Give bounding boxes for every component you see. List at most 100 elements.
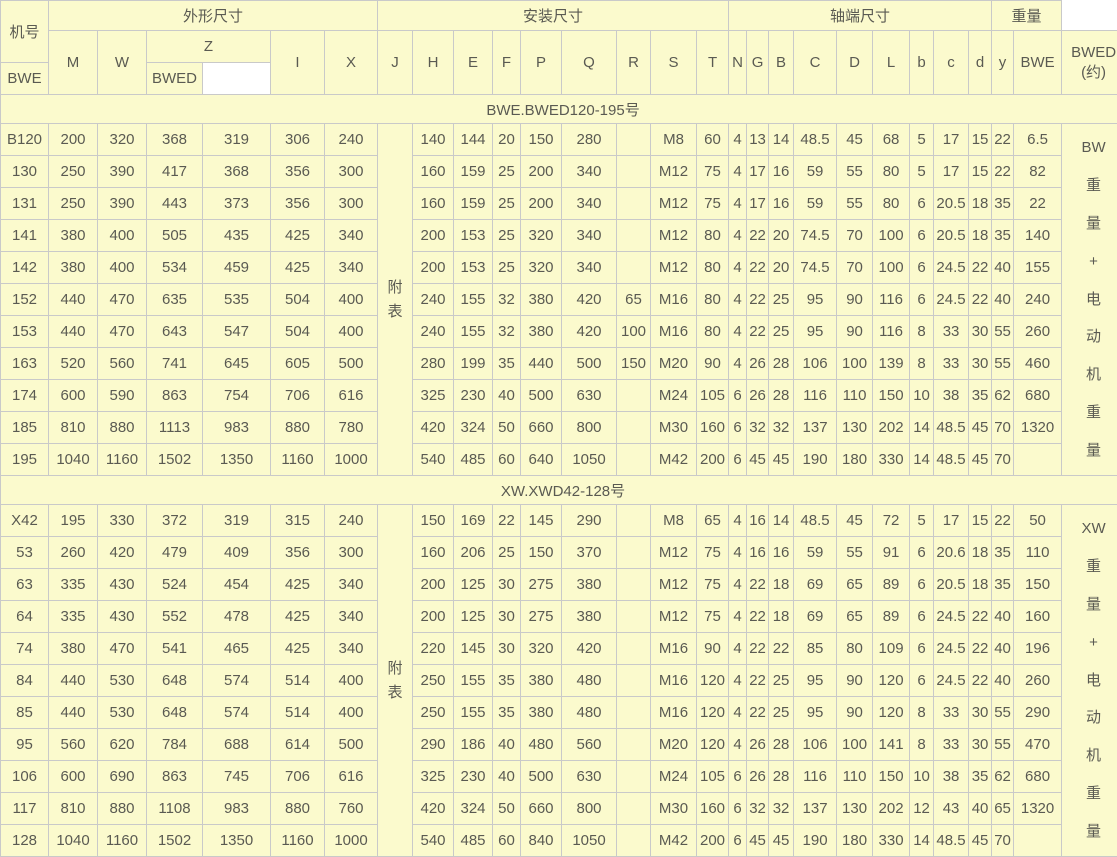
cell-S: M8 bbox=[651, 124, 697, 156]
cell-C: 137 bbox=[794, 412, 837, 444]
cell-S: M8 bbox=[651, 505, 697, 537]
cell-C: 137 bbox=[794, 793, 837, 825]
cell-P: 150 bbox=[521, 537, 562, 569]
cell-Z_BWED: 478 bbox=[203, 601, 271, 633]
cell-F: 35 bbox=[493, 665, 521, 697]
weight-note-char: 机 bbox=[1063, 356, 1117, 394]
cell-S: M16 bbox=[651, 316, 697, 348]
cell-I: 356 bbox=[271, 188, 325, 220]
cell-T: 65 bbox=[697, 505, 729, 537]
cell-C: 59 bbox=[794, 188, 837, 220]
cell-W: 390 bbox=[98, 156, 147, 188]
cell-F: 35 bbox=[493, 348, 521, 380]
cell-Q: 420 bbox=[562, 316, 617, 348]
cell-P: 200 bbox=[521, 156, 562, 188]
group-header-3: 轴端尺寸 bbox=[729, 1, 992, 31]
cell-F: 25 bbox=[493, 188, 521, 220]
cell-D: 55 bbox=[837, 537, 873, 569]
cell-Q: 380 bbox=[562, 601, 617, 633]
cell-G: 17 bbox=[747, 156, 769, 188]
cell-Z_BWED: 574 bbox=[203, 697, 271, 729]
cell-F: 25 bbox=[493, 220, 521, 252]
section-title: BWE.BWED120-195号 bbox=[1, 95, 1117, 124]
cell-R bbox=[617, 412, 651, 444]
cell-Z_BWE: 552 bbox=[147, 601, 203, 633]
cell-S: M42 bbox=[651, 825, 697, 857]
cell-W: 530 bbox=[98, 697, 147, 729]
cell-b: 10 bbox=[910, 761, 934, 793]
cell-X: 1000 bbox=[325, 825, 378, 857]
cell-X: 300 bbox=[325, 188, 378, 220]
cell-d: 18 bbox=[969, 188, 992, 220]
cell-B: 32 bbox=[769, 793, 794, 825]
cell-W: 400 bbox=[98, 220, 147, 252]
cell-c: 20.5 bbox=[934, 569, 969, 601]
cell-E: 159 bbox=[454, 188, 493, 220]
cell-P: 640 bbox=[521, 444, 562, 476]
cell-N: 4 bbox=[729, 188, 747, 220]
cell-L: 150 bbox=[873, 380, 910, 412]
cell-C: 95 bbox=[794, 665, 837, 697]
cell-G: 22 bbox=[747, 284, 769, 316]
cell-I: 514 bbox=[271, 697, 325, 729]
cell-D: 55 bbox=[837, 156, 873, 188]
cell-weight-BWE: 260 bbox=[1014, 665, 1062, 697]
cell-M: 440 bbox=[49, 284, 98, 316]
cell-M: 380 bbox=[49, 220, 98, 252]
column-header-E: E bbox=[454, 31, 493, 95]
cell-F: 40 bbox=[493, 729, 521, 761]
cell-Q: 340 bbox=[562, 188, 617, 220]
cell-N: 6 bbox=[729, 761, 747, 793]
cell-Z_BWE: 417 bbox=[147, 156, 203, 188]
cell-M: 380 bbox=[49, 633, 98, 665]
cell-weight-BWE: 1320 bbox=[1014, 793, 1062, 825]
cell-W: 320 bbox=[98, 124, 147, 156]
attachment-note-char: 表 bbox=[379, 681, 411, 704]
cell-Q: 1050 bbox=[562, 825, 617, 857]
cell-model: 152 bbox=[1, 284, 49, 316]
cell-I: 425 bbox=[271, 601, 325, 633]
cell-W: 530 bbox=[98, 665, 147, 697]
weight-note-char: + bbox=[1063, 243, 1117, 281]
cell-F: 32 bbox=[493, 284, 521, 316]
cell-D: 65 bbox=[837, 601, 873, 633]
cell-N: 6 bbox=[729, 412, 747, 444]
cell-model: 85 bbox=[1, 697, 49, 729]
cell-B: 16 bbox=[769, 537, 794, 569]
cell-c: 20.5 bbox=[934, 220, 969, 252]
cell-X: 780 bbox=[325, 412, 378, 444]
cell-X: 240 bbox=[325, 505, 378, 537]
cell-S: M12 bbox=[651, 569, 697, 601]
cell-I: 504 bbox=[271, 284, 325, 316]
cell-Z_BWE: 648 bbox=[147, 665, 203, 697]
cell-b: 6 bbox=[910, 537, 934, 569]
cell-d: 30 bbox=[969, 697, 992, 729]
cell-P: 840 bbox=[521, 825, 562, 857]
cell-R bbox=[617, 697, 651, 729]
cell-L: 120 bbox=[873, 697, 910, 729]
cell-T: 75 bbox=[697, 601, 729, 633]
column-header-c: c bbox=[934, 31, 969, 95]
cell-Z_BWED: 319 bbox=[203, 124, 271, 156]
cell-c: 38 bbox=[934, 380, 969, 412]
cell-Q: 340 bbox=[562, 156, 617, 188]
cell-y: 55 bbox=[992, 729, 1014, 761]
cell-d: 35 bbox=[969, 380, 992, 412]
cell-C: 69 bbox=[794, 601, 837, 633]
cell-E: 186 bbox=[454, 729, 493, 761]
cell-weight-BWE: 150 bbox=[1014, 569, 1062, 601]
cell-L: 116 bbox=[873, 284, 910, 316]
cell-L: 89 bbox=[873, 601, 910, 633]
cell-I: 504 bbox=[271, 316, 325, 348]
cell-X: 400 bbox=[325, 665, 378, 697]
cell-model: B120 bbox=[1, 124, 49, 156]
cell-H: 240 bbox=[413, 284, 454, 316]
cell-b: 6 bbox=[910, 633, 934, 665]
cell-Z_BWE: 635 bbox=[147, 284, 203, 316]
cell-Q: 380 bbox=[562, 569, 617, 601]
cell-G: 26 bbox=[747, 380, 769, 412]
cell-c: 24.5 bbox=[934, 284, 969, 316]
